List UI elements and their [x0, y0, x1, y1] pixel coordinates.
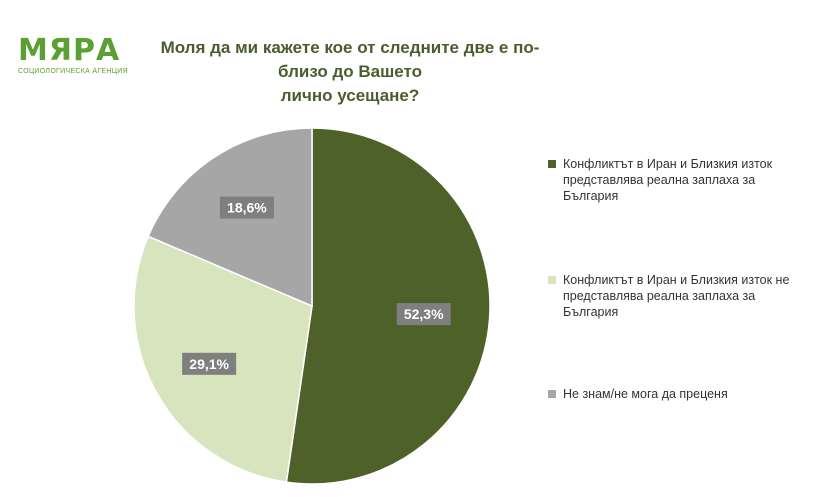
data-label-text-threat: 52,3%: [404, 306, 444, 322]
chart-title-line-1: Моля да ми кажете кое от следните две е …: [160, 38, 540, 81]
logo-subtitle: СОЦИОЛОГИЧЕСКА АГЕНЦИЯ: [18, 68, 128, 75]
legend-swatch-threat: [548, 160, 556, 168]
data-label-box-no-threat: [182, 352, 237, 375]
data-label-dont-know: 18,6%: [219, 196, 274, 219]
legend-item-no-threat: Конфликтът в Иран и Близкия изток не пре…: [548, 272, 803, 320]
data-label-text-no-threat: 29,1%: [189, 356, 229, 372]
chart-title: Моля да ми кажете кое от следните две е …: [150, 36, 550, 108]
legend-swatch-no-threat: [548, 276, 556, 284]
legend-item-threat: Конфликтът в Иран и Близкия изток предст…: [548, 156, 803, 204]
logo-wordmark: МЯРА: [18, 33, 121, 68]
legend-label-threat: Конфликтът в Иран и Близкия изток предст…: [563, 157, 773, 203]
legend-swatch-dont-know: [548, 390, 556, 398]
data-label-text-dont-know: 18,6%: [227, 200, 267, 216]
data-label-box-dont-know: [219, 196, 274, 219]
data-label-no-threat: 29,1%: [182, 352, 237, 375]
data-label-box-threat: [396, 303, 451, 326]
legend-label-no-threat: Конфликтът в Иран и Близкия изток не пре…: [563, 273, 790, 319]
data-label-threat: 52,3%: [396, 303, 451, 326]
legend-label-dont-know: Не знам/не мога да преценя: [563, 387, 728, 401]
pie-slice-threat: [285, 127, 491, 485]
agency-logo: МЯРА СОЦИОЛОГИЧЕСКА АГЕНЦИЯ: [18, 33, 138, 76]
chart-title-line-2: лично усещане?: [280, 86, 420, 105]
legend-item-dont-know: Не знам/не мога да преценя: [548, 386, 803, 402]
